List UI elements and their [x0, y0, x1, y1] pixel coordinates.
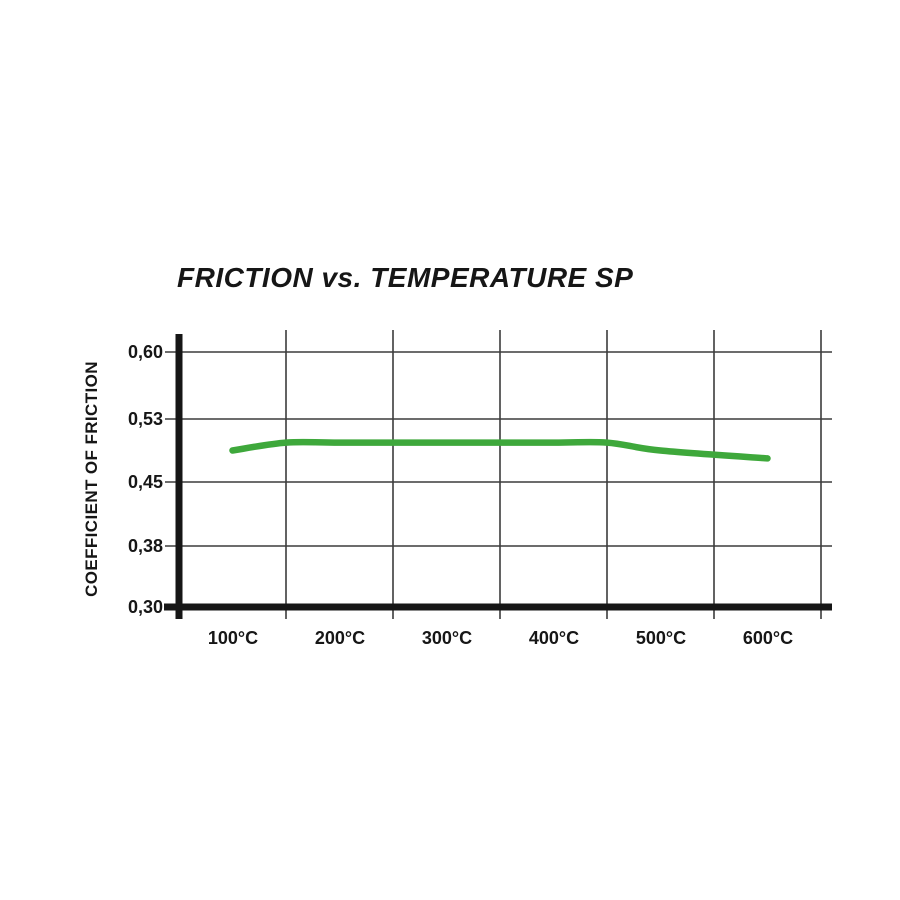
axes — [164, 334, 832, 619]
y-tick-label-053: 0,53 — [127, 409, 163, 429]
y-tick-label-030: 0,30 — [127, 597, 163, 617]
y-tick-label-045: 0,45 — [127, 472, 163, 492]
x-tick-label-400c: 400°C — [528, 628, 580, 648]
x-tick-label-300c: 300°C — [421, 628, 473, 648]
x-tick-label-200c: 200°C — [314, 628, 366, 648]
friction-curve-line — [229, 438, 771, 462]
y-tick-label-060: 0,60 — [127, 342, 163, 362]
x-tick-label-100c: 100°C — [207, 628, 259, 648]
y-tick-label-038: 0,38 — [127, 536, 163, 556]
horizontal-gridlines — [165, 351, 832, 547]
x-tick-label-500c: 500°C — [635, 628, 687, 648]
x-tick-label-600c: 600°C — [742, 628, 794, 648]
vertical-gridlines — [285, 330, 822, 619]
chart-title: FRICTION vs. TEMPERATURE SP — [177, 262, 634, 293]
